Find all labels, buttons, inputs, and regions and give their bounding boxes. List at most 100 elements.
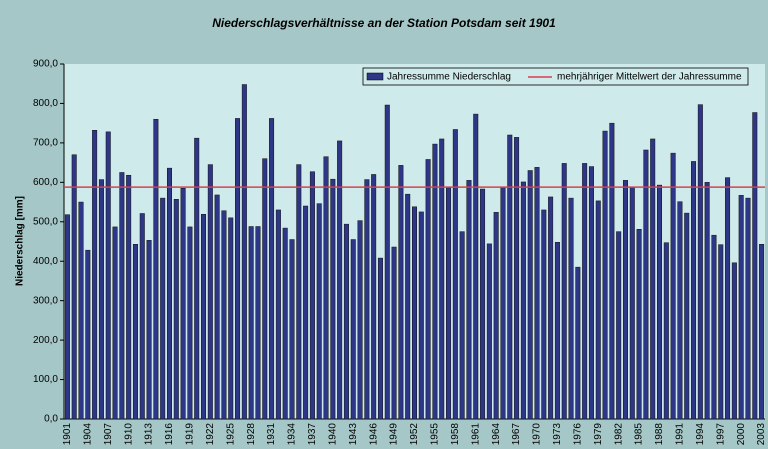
bar bbox=[405, 193, 411, 420]
x-tick-label: 1940 bbox=[327, 423, 338, 446]
bar bbox=[500, 186, 506, 420]
bar bbox=[697, 104, 703, 420]
bar bbox=[534, 167, 540, 420]
bar bbox=[718, 244, 724, 420]
y-axis-label: Niederschlag [mm] bbox=[15, 196, 26, 286]
bar bbox=[316, 203, 322, 420]
bar bbox=[364, 179, 370, 420]
y-tick-label: 400,0 bbox=[33, 256, 58, 267]
bar bbox=[214, 194, 220, 420]
bar bbox=[752, 112, 758, 420]
bar bbox=[684, 212, 690, 420]
x-tick-label: 1922 bbox=[205, 423, 216, 446]
bar bbox=[92, 130, 98, 420]
bar bbox=[595, 200, 601, 420]
x-tick-label: 1937 bbox=[307, 423, 318, 446]
legend-swatch bbox=[366, 72, 384, 81]
chart-title: Niederschlagsverhältnisse an der Station… bbox=[212, 16, 556, 30]
bar bbox=[139, 213, 145, 420]
x-tick-label: 1943 bbox=[348, 423, 359, 446]
x-tick-label: 1991 bbox=[675, 423, 686, 446]
bar bbox=[663, 242, 669, 420]
bar bbox=[166, 167, 172, 420]
bar bbox=[759, 244, 765, 420]
x-tick-label: 1994 bbox=[695, 423, 706, 446]
bar bbox=[459, 231, 465, 420]
bar bbox=[561, 163, 567, 420]
bar bbox=[745, 197, 751, 420]
bar bbox=[609, 122, 615, 420]
bar bbox=[527, 170, 533, 420]
y-tick-label: 600,0 bbox=[33, 177, 58, 188]
bar bbox=[296, 164, 302, 420]
bar bbox=[514, 137, 520, 420]
legend-label: mehrjähriger Mittelwert der Jahressumme bbox=[557, 72, 742, 83]
x-tick-label: 1967 bbox=[511, 423, 522, 446]
bar bbox=[132, 244, 138, 420]
bar bbox=[588, 166, 594, 420]
bar bbox=[391, 246, 397, 420]
bar bbox=[582, 163, 588, 420]
bar bbox=[187, 226, 193, 420]
bar bbox=[126, 174, 132, 420]
y-tick-label: 300,0 bbox=[33, 295, 58, 306]
bar bbox=[105, 131, 111, 420]
bar bbox=[221, 210, 227, 420]
y-tick-label: 900,0 bbox=[33, 59, 58, 70]
x-tick-label: 1976 bbox=[572, 423, 583, 446]
bar bbox=[343, 223, 349, 420]
x-tick-label: 1982 bbox=[613, 423, 624, 446]
bar bbox=[98, 179, 104, 420]
bar bbox=[384, 104, 390, 420]
bar bbox=[194, 137, 200, 420]
x-tick-label: 1958 bbox=[450, 423, 461, 446]
x-tick-label: 2000 bbox=[736, 423, 747, 446]
x-tick-label: 1913 bbox=[144, 423, 155, 446]
x-tick-label: 1931 bbox=[266, 423, 277, 446]
bar bbox=[480, 188, 486, 420]
bar bbox=[64, 214, 70, 420]
bar bbox=[473, 113, 479, 420]
bar bbox=[493, 212, 499, 420]
bar bbox=[255, 226, 261, 420]
bar bbox=[201, 214, 207, 420]
x-tick-label: 1952 bbox=[409, 423, 420, 446]
x-tick-label: 1949 bbox=[389, 423, 400, 446]
x-tick-label: 1955 bbox=[430, 423, 441, 446]
x-tick-label: 1904 bbox=[82, 423, 93, 446]
bar bbox=[160, 197, 166, 420]
bar bbox=[153, 118, 159, 420]
bar bbox=[180, 188, 186, 420]
x-tick-label: 1985 bbox=[634, 423, 645, 446]
bar bbox=[71, 154, 77, 420]
legend bbox=[362, 67, 749, 86]
bar bbox=[412, 206, 417, 420]
bar bbox=[670, 152, 676, 420]
bar bbox=[146, 240, 152, 420]
bar bbox=[241, 84, 247, 420]
bar bbox=[738, 195, 744, 420]
y-tick-label: 800,0 bbox=[33, 98, 58, 109]
bar bbox=[711, 234, 717, 420]
bar bbox=[337, 140, 343, 420]
bar bbox=[446, 187, 452, 420]
bar bbox=[452, 129, 458, 420]
x-tick-label: 2003 bbox=[756, 423, 767, 446]
bar bbox=[575, 266, 581, 420]
bar bbox=[289, 239, 295, 420]
bar bbox=[704, 182, 710, 420]
bar bbox=[677, 201, 683, 420]
bar bbox=[377, 257, 383, 420]
bar bbox=[303, 205, 309, 420]
x-tick-label: 1928 bbox=[246, 423, 257, 446]
bar bbox=[548, 196, 554, 420]
x-tick-label: 1925 bbox=[225, 423, 236, 446]
bar bbox=[85, 249, 91, 420]
x-tick-label: 1961 bbox=[470, 423, 481, 446]
y-tick-label: 100,0 bbox=[33, 374, 58, 385]
bar bbox=[636, 229, 642, 420]
bar bbox=[112, 226, 118, 420]
x-tick-label: 1907 bbox=[103, 423, 114, 446]
x-tick-label: 1973 bbox=[552, 423, 563, 446]
x-tick-label: 1970 bbox=[532, 423, 543, 446]
